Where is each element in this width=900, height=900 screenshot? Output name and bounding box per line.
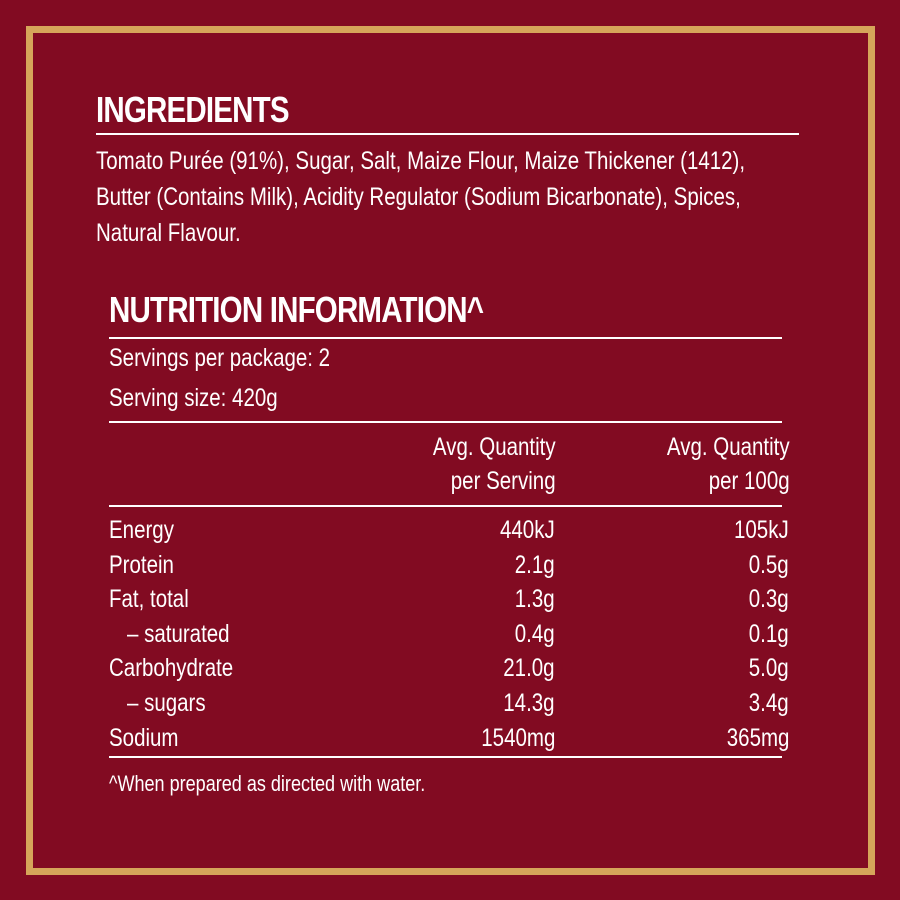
value-per-serving: 1.3g [515,585,555,614]
value-per-serving: 440kJ [500,516,555,544]
value-per-100g: 5.0g [749,654,789,683]
value-per-100g: 365mg [726,723,789,752]
table-row: Fat, total 1.3g 0.3g [109,582,790,616]
table-row: – sugars 14.3g 3.4g [109,686,790,720]
nutrition-title: NUTRITION INFORMATION^ [109,289,484,330]
nutrient-label: Protein [109,550,174,579]
value-per-serving: 14.3g [503,689,555,717]
value-per-serving: 2.1g [515,550,555,579]
nutrient-label: – saturated [127,619,230,648]
nutrient-label: Fat, total [109,585,189,614]
value-per-100g: 0.1g [749,619,789,648]
table-row: – saturated 0.4g 0.1g [109,617,790,651]
header-per-serving: Avg. Quantity per Serving [433,433,556,495]
ingredients-title: INGREDIENTS [96,89,290,130]
serving-size: Serving size: 420g [109,384,278,412]
table-header-divider [109,505,782,507]
ingredients-line: Butter (Contains Milk), Acidity Regulato… [96,183,741,211]
value-per-100g: 0.3g [749,585,789,614]
value-per-100g: 105kJ [734,516,789,544]
ingredients-line: Tomato Purée (91%), Sugar, Salt, Maize F… [96,147,746,175]
label-frame [26,26,875,875]
value-per-serving: 1540mg [480,723,555,752]
table-top-divider [109,421,782,423]
nutrient-label: – sugars [127,689,206,717]
ingredients-divider [96,133,799,135]
table-row: Carbohydrate 21.0g 5.0g [109,651,790,685]
ingredients-text: Tomato Purée (91%), Sugar, Salt, Maize F… [96,143,801,251]
table-row: Energy 440kJ 105kJ [109,513,790,547]
nutrient-label: Energy [109,516,174,544]
header-per-100g: Avg. Quantity per 100g [667,433,790,495]
nutrient-label: Sodium [109,723,179,752]
value-per-serving: 21.0g [503,654,555,683]
value-per-100g: 3.4g [749,689,789,717]
table-row: Protein 2.1g 0.5g [109,548,790,582]
value-per-100g: 0.5g [749,550,789,579]
footnote: ^When prepared as directed with water. [109,771,426,796]
nutrient-label: Carbohydrate [109,654,234,683]
table-bottom-divider [109,756,782,758]
servings-per-package: Servings per package: 2 [109,344,331,372]
nutrition-divider [109,337,782,339]
ingredients-line: Natural Flavour. [96,219,241,247]
value-per-serving: 0.4g [515,619,555,648]
table-row: Sodium 1540mg 365mg [109,721,790,755]
